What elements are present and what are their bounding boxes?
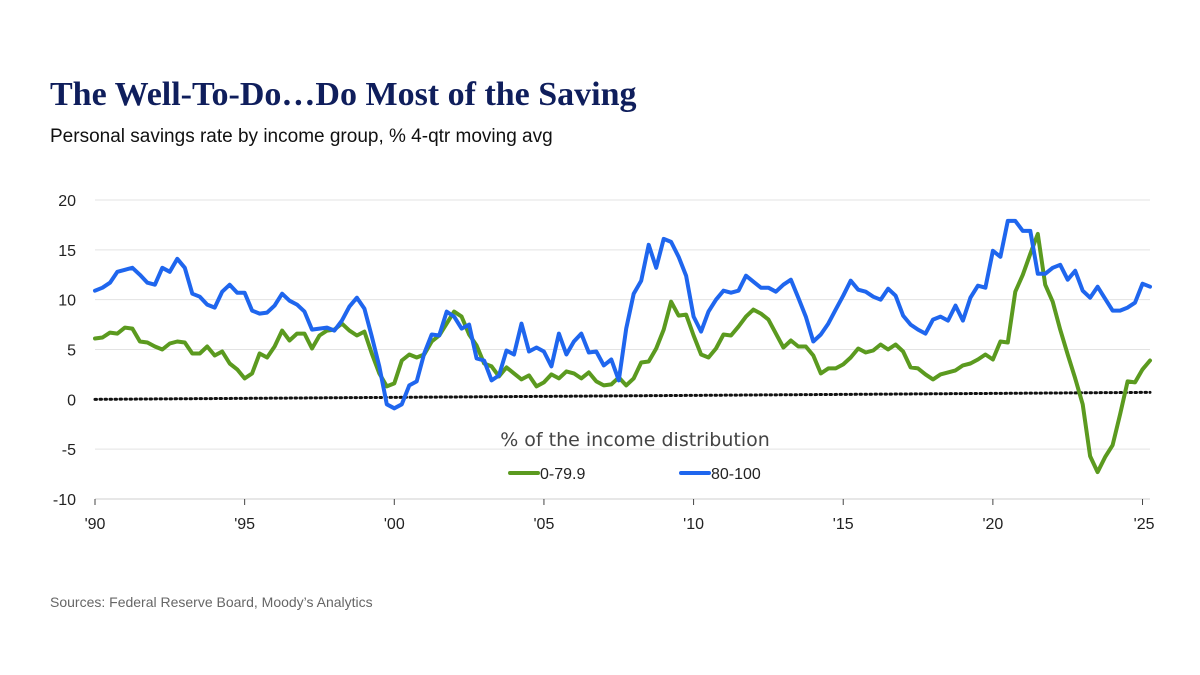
- series-lines: [93, 218, 1152, 475]
- y-tick-label: 20: [58, 193, 76, 210]
- y-tick-label: 10: [58, 293, 76, 310]
- page-subtitle: Personal savings rate by income group, %…: [50, 126, 553, 147]
- x-tick-label: '15: [833, 516, 854, 533]
- y-axis-ticks: 20 15 10 5 0 -5 -10: [53, 193, 76, 509]
- legend: % of the income distribution 0-79.9 80-10…: [500, 429, 770, 483]
- legend-label: 80-100: [711, 466, 761, 483]
- y-tick-label: -10: [53, 492, 76, 509]
- zero-reference-line: [93, 390, 1152, 401]
- page-title: The Well-To-Do…Do Most of the Saving: [50, 76, 637, 113]
- legend-label: 0-79.9: [540, 466, 585, 483]
- y-tick-label: 15: [58, 243, 76, 260]
- x-tick-label: '20: [982, 516, 1003, 533]
- x-tick-label: '05: [534, 516, 555, 533]
- legend-title: % of the income distribution: [500, 429, 770, 451]
- y-tick-label: -5: [62, 442, 76, 459]
- y-tick-label: 0: [67, 392, 76, 409]
- source-note: Sources: Federal Reserve Board, Moody’s …: [50, 594, 373, 610]
- x-tick-label: '10: [683, 516, 704, 533]
- x-tick-label: '90: [85, 516, 106, 533]
- x-axis-ticks: '90 '95 '00 '05 '10 '15 '20 '25: [85, 498, 1155, 533]
- series-line-0-79.9: [93, 231, 1152, 475]
- reference-line: [93, 390, 1152, 401]
- x-tick-label: '00: [384, 516, 405, 533]
- series-line-80-100: [93, 218, 1152, 411]
- x-tick-label: '25: [1134, 516, 1155, 533]
- y-tick-label: 5: [67, 343, 76, 360]
- x-tick-label: '95: [234, 516, 255, 533]
